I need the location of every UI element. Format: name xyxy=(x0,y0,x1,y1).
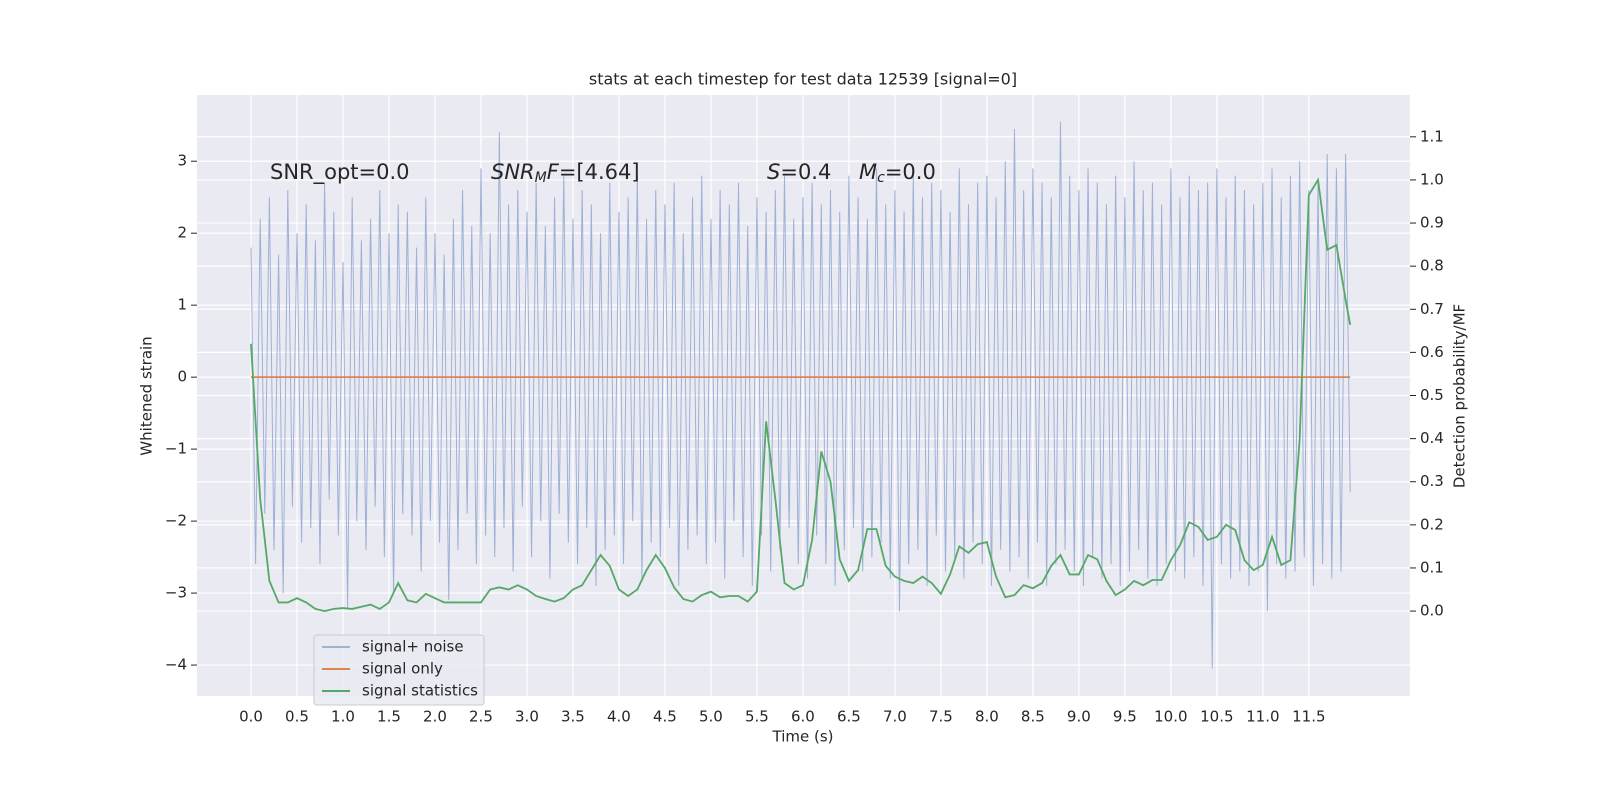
x-tick-label: 4.0 xyxy=(607,708,631,726)
x-tick-label: 6.0 xyxy=(791,708,815,726)
annotation-part: =0.4 xyxy=(780,160,831,184)
x-axis-label: Time (s) xyxy=(772,728,834,746)
x-tick-label: 11.5 xyxy=(1292,708,1325,726)
x-tick-label: 1.0 xyxy=(331,708,355,726)
y2-tick-label: 1.1 xyxy=(1420,127,1444,145)
annotation-part: F xyxy=(547,160,560,184)
y-tick-label: 0 xyxy=(177,368,187,386)
x-tick-label: 9.5 xyxy=(1113,708,1137,726)
x-tick-label: 7.5 xyxy=(929,708,953,726)
x-tick-label: 2.5 xyxy=(469,708,493,726)
x-tick-label: 10.0 xyxy=(1154,708,1187,726)
y-tick-label: 2 xyxy=(177,224,187,242)
series-line xyxy=(250,177,1352,612)
legend-label: signal statistics xyxy=(362,682,478,700)
y-tick-label: −3 xyxy=(165,584,187,602)
annotation-part: c xyxy=(877,170,885,186)
annotation-part: SNR xyxy=(491,160,535,184)
y2-tick-label: 0.5 xyxy=(1420,386,1444,404)
legend-label: signal+ noise xyxy=(362,638,464,656)
y-tick-label: −2 xyxy=(165,512,187,530)
series-line xyxy=(250,121,1351,669)
y2-tick-label: 0.4 xyxy=(1420,429,1444,447)
y2-tick-label: 0.7 xyxy=(1420,300,1444,318)
y2-tick-label: 0.1 xyxy=(1420,558,1444,576)
x-tick-label: 0.5 xyxy=(285,708,309,726)
x-tick-label: 5.0 xyxy=(699,708,723,726)
x-tick-label: 9.0 xyxy=(1067,708,1091,726)
annotation-part: =[4.64] xyxy=(559,160,640,184)
lines xyxy=(250,121,1352,669)
legend-label: signal only xyxy=(362,660,443,678)
chart-title: stats at each timestep for test data 125… xyxy=(589,70,1017,89)
annotation-part: M xyxy=(859,160,877,184)
y-axis-label: Whitened strain xyxy=(138,336,156,455)
y2-tick-label: 0.6 xyxy=(1420,343,1444,361)
legend-box xyxy=(313,634,485,706)
y2-tick-label: 0.8 xyxy=(1420,257,1444,275)
y2-tick-label: 0.9 xyxy=(1420,214,1444,232)
y-tick-label: 3 xyxy=(177,152,187,170)
y-tick-label: −4 xyxy=(165,656,187,674)
annotation: Mc=0.0 xyxy=(859,160,936,186)
x-tick-label: 3.5 xyxy=(561,708,585,726)
y2-tick-label: 0.2 xyxy=(1420,515,1444,533)
x-tick-label: 0.0 xyxy=(239,708,263,726)
annotation-part: S xyxy=(767,160,780,184)
annotation: SNRMF=[4.64] xyxy=(491,160,640,186)
x-tick-label: 8.0 xyxy=(975,708,999,726)
y-tick-label: 1 xyxy=(177,296,187,314)
x-tick-label: 4.5 xyxy=(653,708,677,726)
annotation-part: =0.0 xyxy=(885,160,936,184)
x-tick-label: 8.5 xyxy=(1021,708,1045,726)
y2-axis-label: Detection probability/MF xyxy=(1451,304,1469,488)
ticks: 0.0 0.5 1.0 1.5 2.0 2.5 3.0 3.5 4.0 4.5 5.0 5.5 6.0 6… xyxy=(165,127,1444,725)
annotation: SNR_opt=0.0 xyxy=(270,160,410,185)
annotation-part: M xyxy=(535,170,547,186)
x-tick-label: 3.0 xyxy=(515,708,539,726)
y2-tick-label: 0.3 xyxy=(1420,472,1444,490)
legend: signal+ noise signal only signal statistic… xyxy=(313,634,485,706)
x-tick-label: 5.5 xyxy=(745,708,769,726)
y2-tick-label: 1.0 xyxy=(1420,170,1444,188)
x-tick-label: 10.5 xyxy=(1200,708,1233,726)
x-tick-label: 1.5 xyxy=(377,708,401,726)
annotation: S=0.4 xyxy=(767,160,831,184)
x-tick-label: 7.0 xyxy=(883,708,907,726)
x-tick-label: 2.0 xyxy=(423,708,447,726)
x-tick-label: 6.5 xyxy=(837,708,861,726)
y2-tick-label: 0.0 xyxy=(1420,602,1444,620)
x-tick-label: 11.0 xyxy=(1246,708,1279,726)
y-tick-label: −1 xyxy=(165,440,187,458)
